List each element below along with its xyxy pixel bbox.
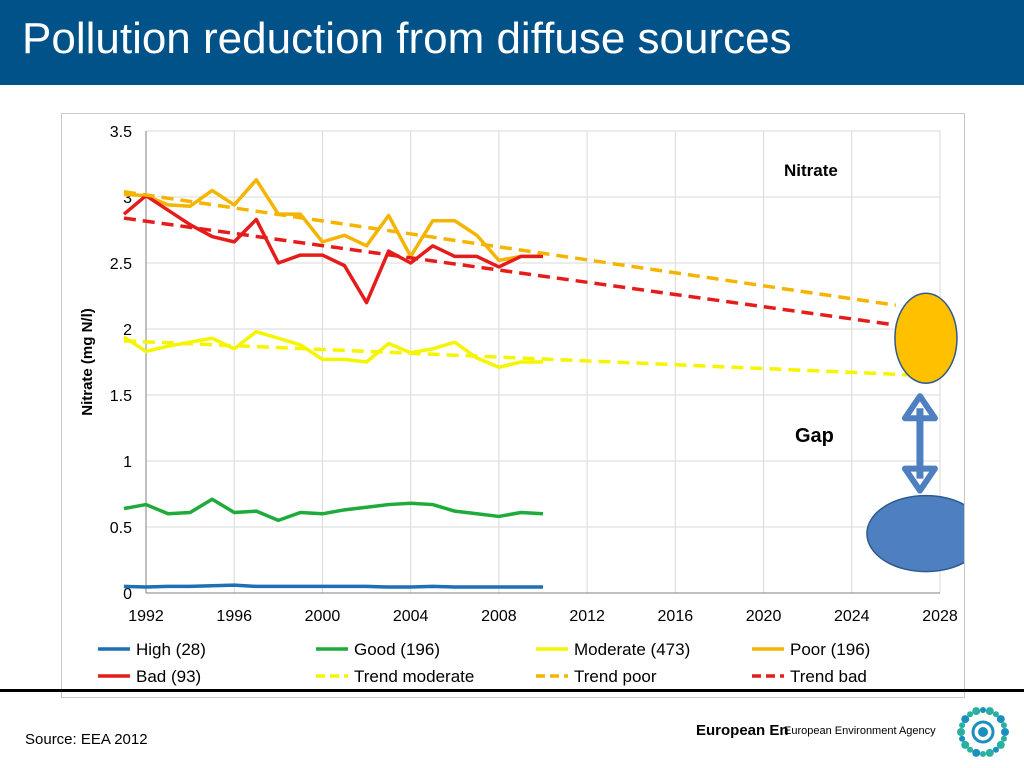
y-tick-label: 2.5 bbox=[110, 256, 132, 273]
eea-logo: European En European Environment Agency bbox=[694, 700, 1014, 764]
legend-label: Good (196) bbox=[354, 640, 440, 659]
y-tick-label: 0.5 bbox=[110, 520, 132, 537]
series-line-trend-moderate bbox=[123, 339, 919, 377]
legend-label: Trend bad bbox=[790, 667, 867, 686]
y-axis-label: Nitrate (mg N/l) bbox=[79, 308, 96, 416]
x-tick-label: 2008 bbox=[481, 608, 517, 625]
emblem-dot bbox=[980, 751, 986, 757]
x-tick-label: 2028 bbox=[922, 608, 958, 625]
chart-frame: 0 0.5 1 1.5 2 2.5 3 3.5 1992 1996 2000 2004 2008 2012… bbox=[61, 113, 965, 698]
emblem-dot bbox=[967, 746, 974, 753]
y-tick-label: 1 bbox=[123, 454, 132, 471]
target-state-ellipse bbox=[866, 494, 964, 573]
x-tick-label: 2016 bbox=[658, 608, 694, 625]
series-line-high bbox=[123, 583, 543, 589]
emblem-dot bbox=[959, 735, 966, 742]
emblem-dot bbox=[959, 722, 966, 729]
emblem-dot bbox=[992, 711, 999, 718]
series-line-good bbox=[123, 497, 544, 523]
legend-label: Trend moderate bbox=[354, 667, 474, 686]
emblem-dot bbox=[985, 748, 994, 757]
emblem-dot bbox=[1001, 728, 1009, 736]
emblem-dot bbox=[967, 711, 974, 718]
legend-label: Trend poor bbox=[574, 667, 657, 686]
legend-label: Bad (93) bbox=[136, 667, 201, 686]
legend-label: Poor (196) bbox=[790, 640, 870, 659]
y-tick-label: 1.5 bbox=[110, 388, 132, 405]
y-tick-label: 3 bbox=[123, 190, 132, 207]
legend-label: High (28) bbox=[136, 640, 206, 659]
emblem-dot bbox=[957, 728, 965, 736]
slide-title: Pollution reduction from diffuse sources bbox=[22, 14, 792, 63]
x-tick-label: 2020 bbox=[746, 608, 782, 625]
logo-text-primary: European En bbox=[696, 722, 789, 739]
x-tick-label: 2000 bbox=[305, 608, 341, 625]
emblem-dot bbox=[1000, 735, 1007, 742]
emblem-dot bbox=[985, 707, 994, 716]
emblem-dot bbox=[996, 740, 1005, 749]
title-bar: Pollution reduction from diffuse sources bbox=[0, 0, 1024, 85]
emblem-dot bbox=[1000, 722, 1007, 729]
y-tick-label: 2 bbox=[123, 322, 132, 339]
logo-text-secondary: European Environment Agency bbox=[784, 725, 936, 737]
x-tick-label: 1996 bbox=[216, 608, 252, 625]
gap-arrow-head-up bbox=[901, 393, 938, 422]
legend-label: Moderate (473) bbox=[574, 640, 690, 659]
eea-emblem-icon bbox=[957, 707, 1009, 757]
emblem-dot bbox=[961, 740, 970, 749]
y-tick-label: 0 bbox=[123, 586, 132, 603]
x-tick-label: 2012 bbox=[569, 608, 605, 625]
series-line-poor bbox=[123, 178, 543, 263]
current-state-ellipse bbox=[894, 292, 958, 384]
y-tick-label: 3.5 bbox=[110, 124, 132, 141]
gap-label: Gap bbox=[795, 425, 834, 447]
series-line-trend-poor bbox=[123, 189, 897, 307]
nitrate-chart: 0 0.5 1 1.5 2 2.5 3 3.5 1992 1996 2000 2004 2008 2012… bbox=[79, 124, 964, 686]
series-line-bad bbox=[122, 193, 543, 305]
chart-title: Nitrate bbox=[784, 161, 838, 180]
emblem-dot bbox=[961, 715, 970, 724]
x-tick-label: 1992 bbox=[128, 608, 164, 625]
gap-arrow-head-down bbox=[901, 465, 938, 494]
source-note: Source: EEA 2012 bbox=[25, 731, 148, 748]
emblem-dot bbox=[996, 715, 1005, 724]
emblem-dot bbox=[980, 707, 986, 713]
emblem-dot bbox=[972, 748, 981, 757]
emblem-dot bbox=[992, 746, 999, 753]
x-tick-label: 2004 bbox=[393, 608, 429, 625]
series-line-trend-bad bbox=[123, 216, 897, 327]
emblem-dot bbox=[972, 707, 981, 716]
footer-divider bbox=[0, 689, 1024, 692]
x-tick-label: 2024 bbox=[834, 608, 870, 625]
